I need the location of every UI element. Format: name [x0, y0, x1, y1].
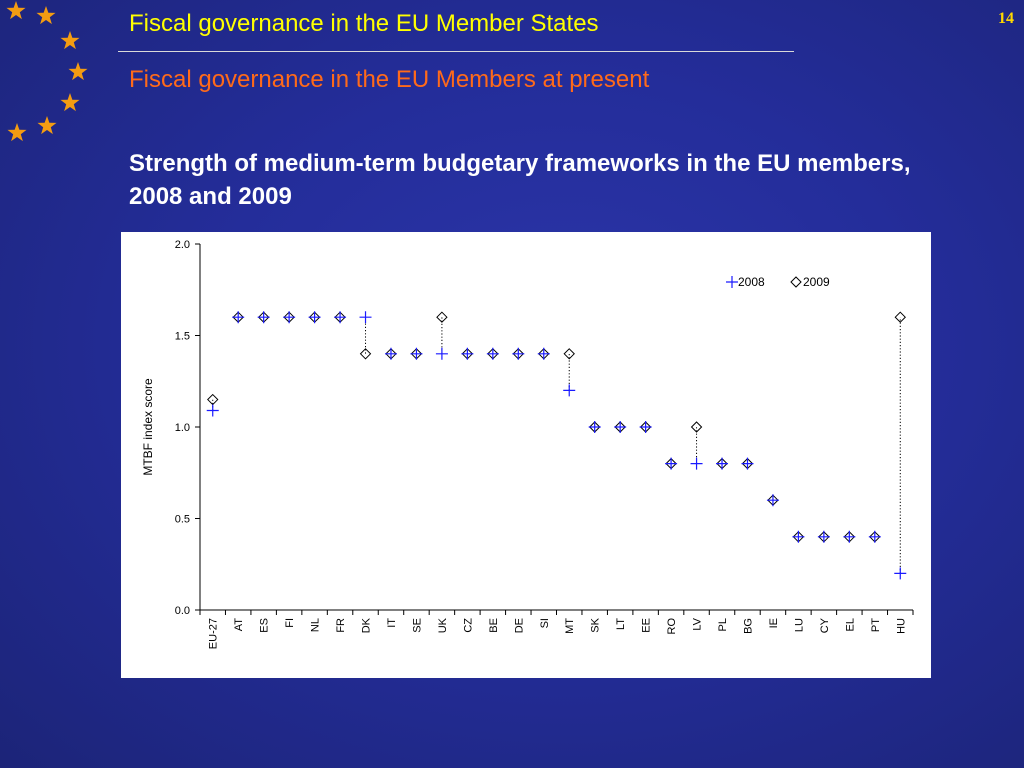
point-2008 [741, 457, 754, 470]
point-2008 [614, 421, 627, 433]
x-tick-label: SE [411, 618, 423, 633]
legend-marker-2009 [790, 276, 802, 288]
slide-title: Fiscal governance in the EU Member State… [129, 10, 599, 37]
point-2009 [894, 311, 906, 323]
star-icon [37, 116, 57, 135]
x-tick-label: NL [310, 618, 322, 632]
point-2008 [537, 347, 550, 360]
x-tick-label: EL [844, 618, 856, 631]
point-2008 [817, 530, 830, 543]
point-2008 [410, 347, 423, 360]
x-tick-label: EE [641, 618, 653, 633]
y-axis-label: MTBF index score [141, 378, 155, 476]
star-icon [36, 6, 56, 25]
star-icon [60, 93, 80, 112]
legend-label-2008: 2008 [738, 275, 765, 289]
chart-heading: Strength of medium-term budgetary framew… [129, 150, 911, 210]
legend-label-2009: 2009 [803, 275, 830, 289]
point-2008 [894, 567, 907, 580]
point-2008 [334, 311, 347, 324]
point-2008 [257, 311, 270, 324]
star-icon [7, 123, 27, 142]
star-icon [60, 31, 80, 50]
point-2008 [639, 421, 652, 433]
point-2008 [359, 311, 372, 324]
x-tick-label: BE [488, 618, 500, 633]
x-tick-label: MT [564, 618, 576, 634]
x-tick-label: FR [335, 618, 347, 633]
x-tick-label: IT [386, 618, 398, 628]
x-tick-label: EU-27 [208, 618, 220, 649]
point-2009 [359, 348, 372, 360]
x-tick-label: DE [513, 618, 525, 633]
title-divider [118, 51, 794, 52]
point-2009 [436, 311, 448, 323]
y-tick-label: 1.5 [175, 331, 190, 343]
star-icon [6, 1, 26, 20]
mtbf-chart: 0.0 0.5 1.0 1.5 2.0 EU-27 AT ES FI NL FR DK IT SE UK CZ… [141, 239, 914, 649]
x-tick-label: PT [870, 618, 882, 632]
slide-subtitle: Fiscal governance in the EU Members at p… [129, 66, 650, 93]
point-2008 [792, 530, 805, 543]
point-2008 [716, 457, 729, 470]
chart-panel: 0.0 0.5 1.0 1.5 2.0 EU-27 AT ES FI NL FR DK IT SE UK CZ… [121, 232, 931, 678]
y-tick-label: 0.0 [175, 605, 190, 617]
point-2009 [690, 421, 703, 433]
x-tick-label: FI [284, 618, 296, 628]
x-tick-label: LV [692, 617, 704, 630]
y-tick-label: 1.0 [175, 422, 190, 434]
point-2008 [665, 457, 678, 470]
y-tick-label: 2.0 [175, 239, 190, 251]
legend-marker-2008 [726, 276, 738, 288]
point-2009 [563, 348, 575, 360]
point-2008 [435, 347, 448, 360]
point-2008 [766, 494, 779, 507]
page-number: 14 [998, 10, 1014, 27]
x-tick-label: SI [539, 618, 551, 628]
x-tick-label: ES [259, 618, 271, 633]
point-2008 [308, 311, 321, 324]
point-2008 [232, 311, 245, 324]
y-tick-label: 0.5 [175, 514, 190, 526]
x-tick-label: CZ [462, 618, 474, 633]
eu-stars-logo [6, 1, 88, 142]
x-tick-label: CY [819, 617, 831, 633]
x-tick-label: BG [742, 618, 754, 634]
point-2008 [588, 421, 601, 433]
x-tick-label: DK [361, 617, 373, 633]
x-tick-label: AT [233, 618, 245, 632]
point-2008 [690, 457, 703, 470]
x-tick-label: PL [717, 618, 729, 631]
point-2008 [384, 347, 397, 360]
x-tick-label: HU [895, 618, 907, 634]
point-2008 [868, 530, 881, 543]
x-tick-label: IE [768, 618, 780, 628]
point-2008 [283, 311, 296, 324]
x-tick-label: LU [793, 618, 805, 632]
star-icon [68, 62, 88, 81]
x-tick-label: SK [590, 617, 602, 632]
point-2008 [563, 384, 576, 397]
point-2008 [512, 347, 525, 360]
point-2008 [461, 347, 474, 360]
x-tick-label: UK [437, 617, 449, 633]
point-2008 [206, 404, 219, 417]
x-tick-label: LT [615, 618, 627, 630]
x-tick-label: RO [666, 618, 678, 635]
point-2008 [843, 530, 856, 543]
point-2008 [486, 347, 499, 360]
